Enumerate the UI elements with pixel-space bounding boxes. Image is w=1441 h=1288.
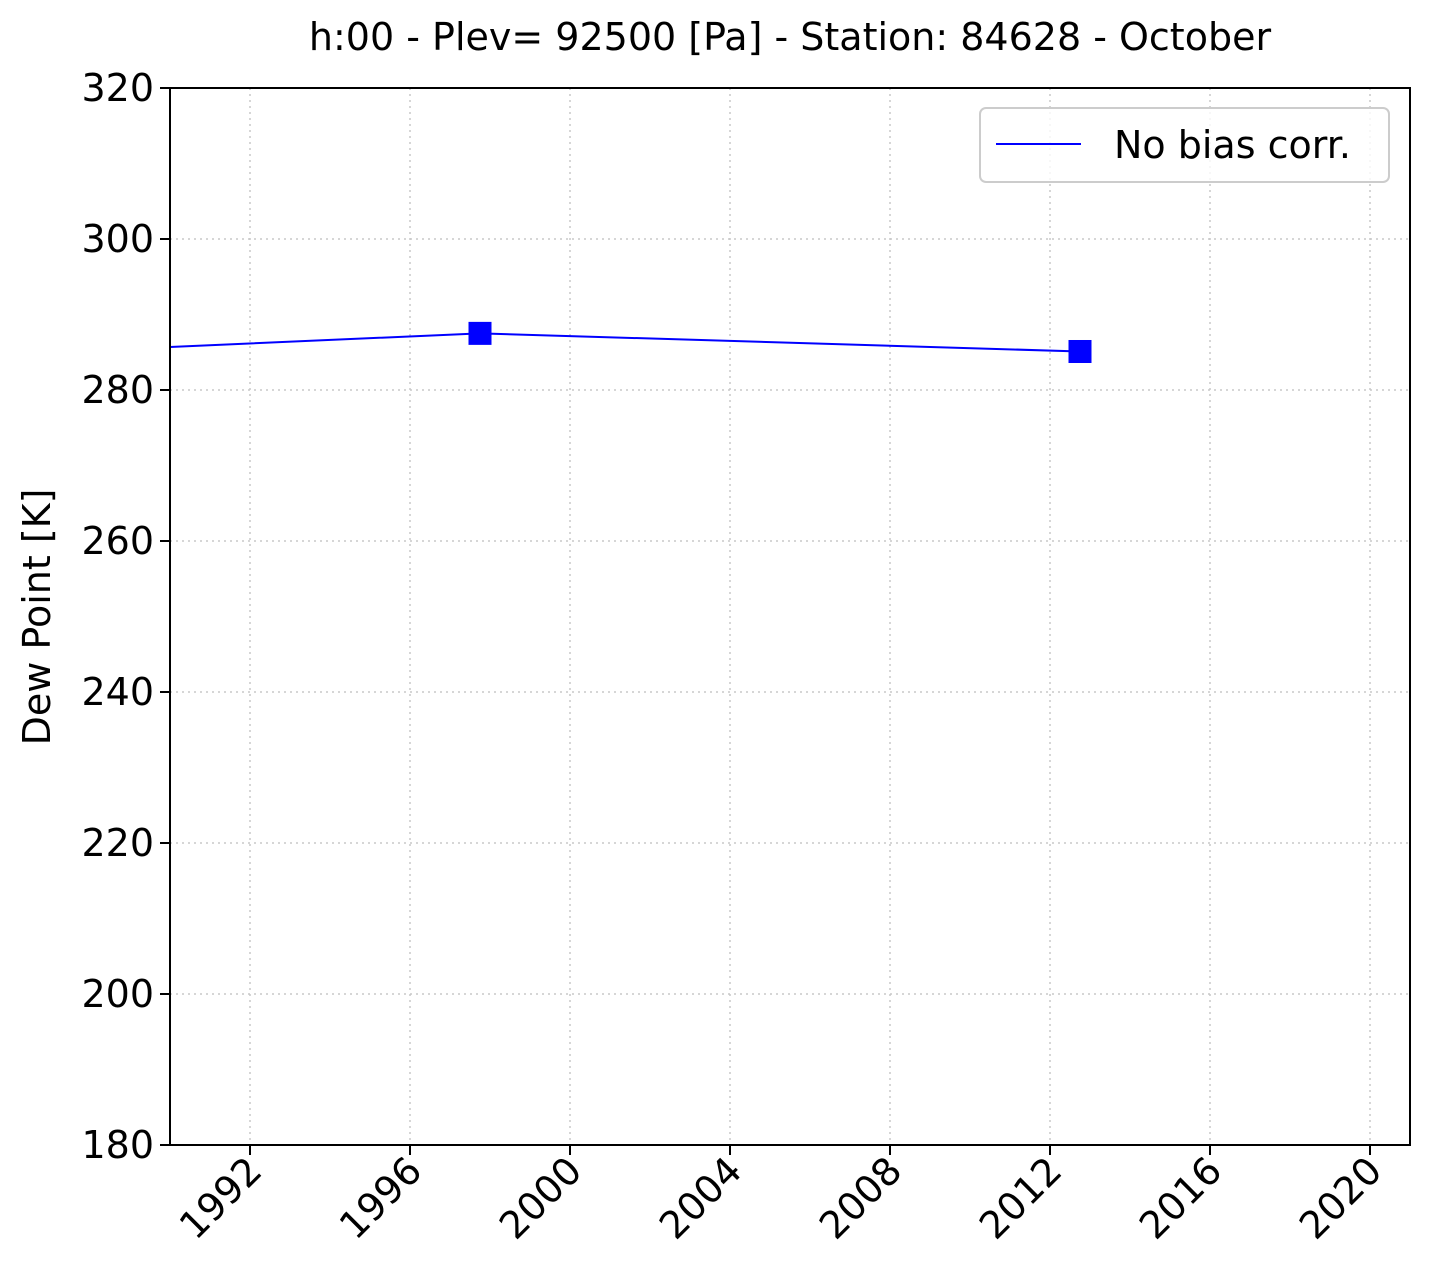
y-axis: 180 200 220 240 260 280 300 320 <box>81 66 170 1167</box>
grid <box>170 88 1410 1145</box>
series-layer <box>169 321 1092 363</box>
y-tick-label: 240 <box>81 670 154 714</box>
legend: No bias corr. <box>979 107 1390 183</box>
y-tick-label: 200 <box>81 972 154 1016</box>
y-tick-label: 280 <box>81 368 154 412</box>
data-point <box>1068 339 1092 363</box>
y-tick-label: 220 <box>81 821 154 865</box>
y-tick-label: 320 <box>81 66 154 110</box>
y-tick-label: 180 <box>81 1123 154 1167</box>
chart-title: h:00 - Plev= 92500 [Pa] - Station: 84628… <box>309 15 1272 59</box>
y-axis-label: Dew Point [K] <box>15 489 59 746</box>
legend-label: No bias corr. <box>1114 123 1351 167</box>
y-tick-label: 300 <box>81 217 154 261</box>
plot-frame <box>169 87 1411 1146</box>
data-point <box>468 321 492 345</box>
y-tick-label: 260 <box>81 519 154 563</box>
legend-box <box>979 107 1390 183</box>
